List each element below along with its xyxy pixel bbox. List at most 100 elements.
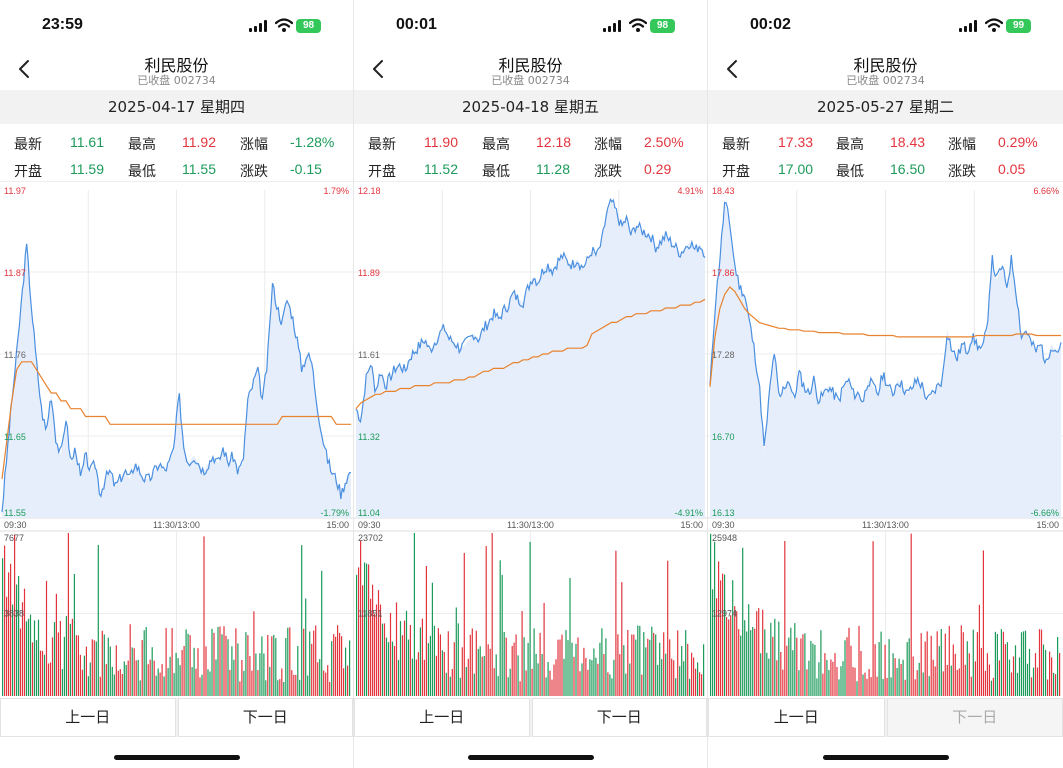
volume-bar xyxy=(1028,648,1031,696)
volume-bar xyxy=(321,570,323,696)
volume-bar xyxy=(409,625,411,696)
price-tick-label: 11.76 xyxy=(4,350,26,360)
volume-bar xyxy=(583,647,585,696)
volume-bar xyxy=(916,670,918,696)
volume-bar xyxy=(249,656,251,696)
volume-bar xyxy=(701,674,703,696)
page-title: 利民股份 xyxy=(498,56,563,75)
next-day-button[interactable]: 下一日 xyxy=(886,698,1063,737)
price-tick-label: 11.55 xyxy=(4,508,26,518)
volume-bar xyxy=(93,640,95,696)
volume-bar xyxy=(663,632,665,696)
volume-bar xyxy=(107,637,109,696)
volume-bar xyxy=(443,651,445,696)
chart-svg: 12.18 11.89 11.61 11.32 11.04 4.91% -4.91% 09:3… xyxy=(354,186,707,696)
status-bar: 23:59 98 xyxy=(0,0,353,50)
volume-bar xyxy=(920,633,922,696)
stat-low-label: 最低 xyxy=(128,163,156,179)
volume-bar xyxy=(972,629,974,696)
back-arrow-icon[interactable] xyxy=(14,58,36,80)
volume-bar xyxy=(792,650,794,696)
volume-bar xyxy=(643,632,645,696)
volume-bar xyxy=(1057,637,1059,696)
volume-bar xyxy=(579,671,581,696)
volume-bar xyxy=(255,653,257,696)
volume-bar xyxy=(35,640,38,696)
volume-bar xyxy=(866,678,868,696)
price-line xyxy=(1,243,352,513)
volume-bar xyxy=(159,672,161,696)
next-day-button[interactable]: 下一日 xyxy=(531,698,707,737)
volume-bar xyxy=(441,650,443,696)
volume-bar xyxy=(679,666,681,696)
intraday-chart[interactable]: 18.43 17.86 17.28 16.70 16.13 6.66% -6.66% 09:3… xyxy=(708,184,1063,699)
back-arrow-icon[interactable] xyxy=(368,58,390,80)
back-arrow-icon[interactable] xyxy=(722,58,744,80)
volume-bar xyxy=(555,659,557,696)
stat-change-label: 涨跌 xyxy=(594,163,622,179)
volume-bar xyxy=(425,566,427,696)
volume-bar xyxy=(469,634,471,696)
intraday-chart[interactable]: 12.18 11.89 11.61 11.32 11.04 4.91% -4.91% 09:3… xyxy=(354,184,707,699)
volume-bar xyxy=(836,667,838,696)
volume-bar xyxy=(988,664,990,696)
volume-bar xyxy=(1055,674,1057,696)
volume-bar xyxy=(750,630,752,696)
volume-bar xyxy=(403,620,406,696)
volume-bar xyxy=(477,648,479,696)
prev-day-button[interactable]: 上一日 xyxy=(708,698,885,737)
stat-open-label: 开盘 xyxy=(14,163,42,179)
volume-bar xyxy=(97,544,99,696)
volume-bar xyxy=(101,630,103,696)
prev-day-button[interactable]: 上一日 xyxy=(0,698,176,737)
volume-bar xyxy=(948,625,950,696)
volume-bar xyxy=(91,639,93,696)
volume-bar xyxy=(257,670,259,696)
volume-bar xyxy=(349,640,351,696)
stat-change-pct-label: 涨幅 xyxy=(948,136,976,152)
volume-bar xyxy=(649,639,651,696)
volume-bar xyxy=(155,675,157,696)
volume-bar xyxy=(287,627,289,696)
intraday-chart[interactable]: 11.97 11.87 11.76 11.65 11.55 1.79% -1.79% 09:3… xyxy=(0,184,353,699)
volume-bar xyxy=(531,668,533,696)
volume-bar xyxy=(303,628,305,696)
volume-bar xyxy=(619,654,621,696)
volume-mid-label: 3838 xyxy=(4,609,24,619)
volume-bar xyxy=(697,662,699,696)
volume-bar xyxy=(772,636,774,696)
volume-bar xyxy=(301,545,303,696)
volume-bar xyxy=(63,636,65,696)
volume-bar xyxy=(742,547,744,696)
volume-bar xyxy=(625,673,627,696)
volume-bar xyxy=(675,678,677,696)
volume-bar xyxy=(145,627,147,696)
volume-bar xyxy=(980,647,982,696)
price-tick-label: 11.32 xyxy=(358,432,380,442)
time-tick-label: 15:00 xyxy=(680,520,703,530)
volume-bar xyxy=(493,668,495,696)
volume-bar xyxy=(37,619,40,696)
stat-change: 0.05 xyxy=(998,161,1026,177)
prev-day-button[interactable]: 上一日 xyxy=(354,698,530,737)
volume-bar xyxy=(215,659,217,696)
price-line xyxy=(355,197,706,424)
date-bar: 2025-04-17 星期四 xyxy=(0,90,353,124)
volume-bar xyxy=(826,659,828,696)
volume-bar xyxy=(958,668,960,696)
volume-bar xyxy=(533,628,535,696)
volume-bar xyxy=(245,632,247,696)
volume-bar xyxy=(627,630,629,696)
volume-bar xyxy=(358,567,360,696)
volume-bar xyxy=(615,550,617,696)
volume-bar xyxy=(589,659,591,696)
signal-icon xyxy=(249,20,267,32)
volume-bar xyxy=(1022,631,1025,696)
volume-bar xyxy=(894,658,896,696)
next-day-button[interactable]: 下一日 xyxy=(177,698,353,737)
stat-low: 16.50 xyxy=(890,161,926,177)
volume-bar xyxy=(609,674,611,696)
volume-mid-label: 11851 xyxy=(358,609,382,619)
volume-bar xyxy=(127,660,129,696)
stat-change-label: 涨跌 xyxy=(948,163,976,179)
